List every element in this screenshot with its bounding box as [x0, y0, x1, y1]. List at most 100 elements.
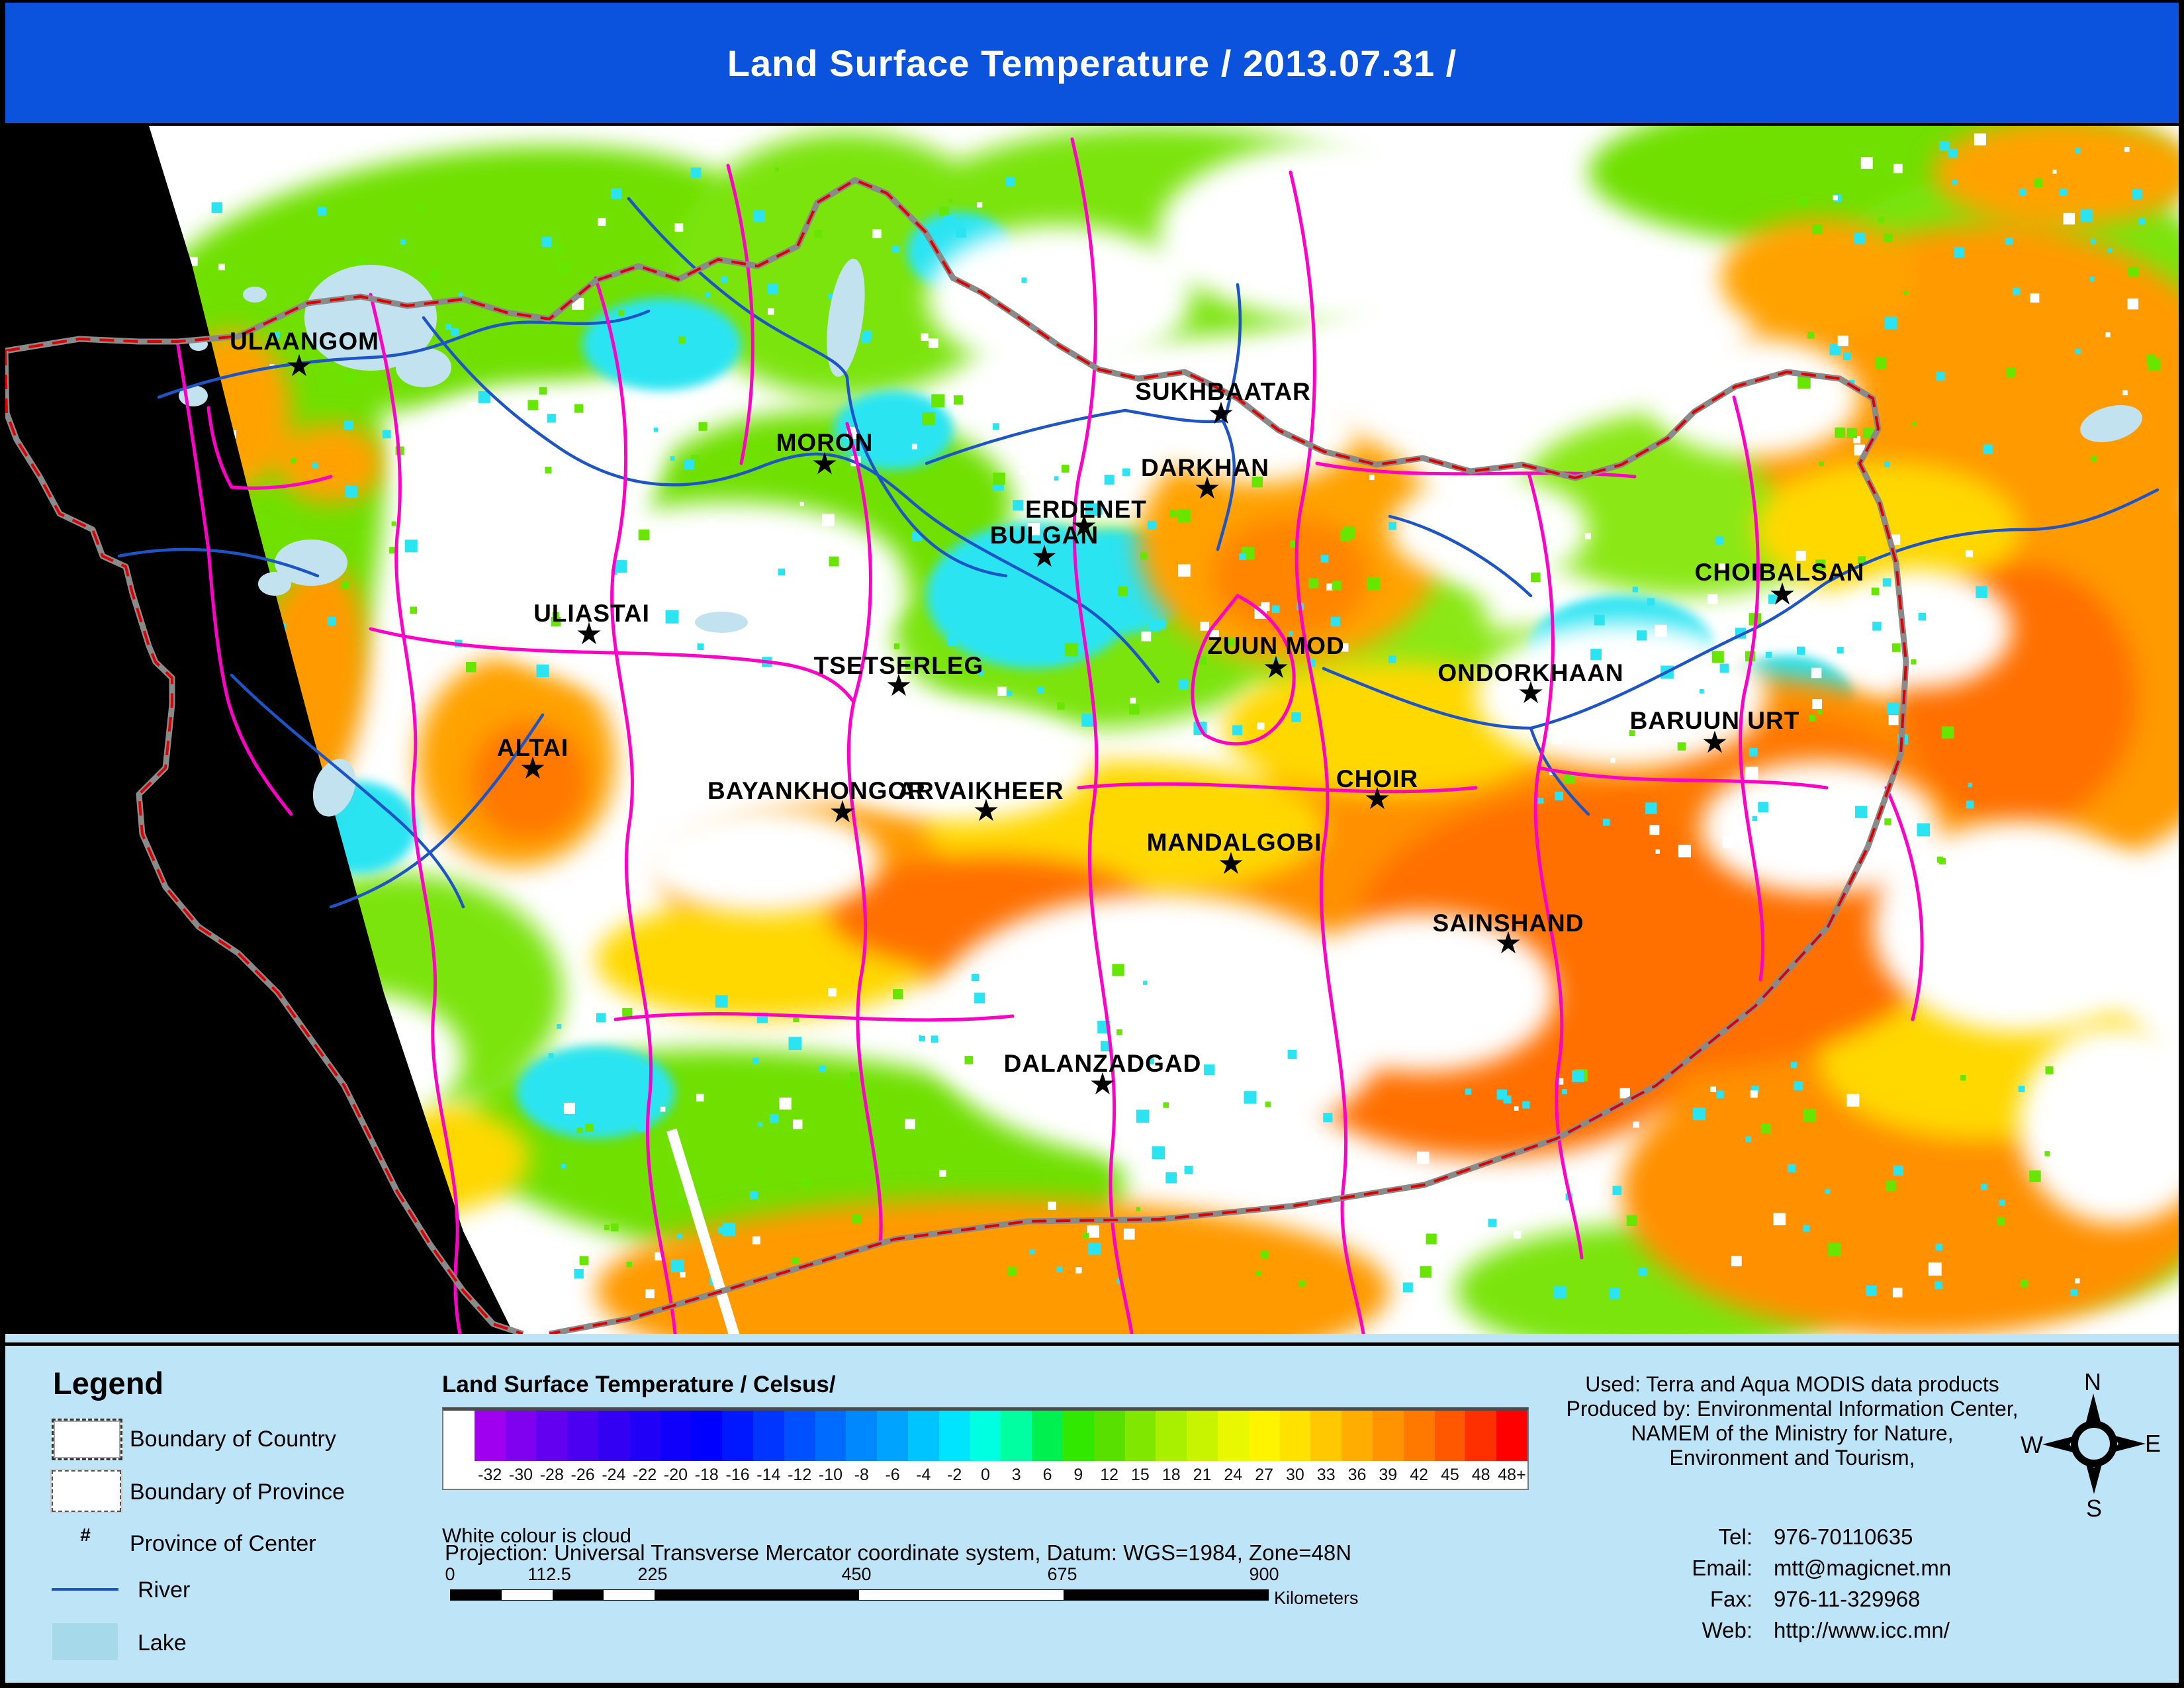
colorbar-tick: 6	[1042, 1466, 1052, 1484]
raster-speckle	[1503, 1095, 1512, 1103]
raster-speckle	[1853, 436, 1861, 444]
scale-tick: 0	[445, 1564, 455, 1584]
raster-speckle	[655, 1252, 663, 1261]
raster-speckle	[1465, 1088, 1472, 1095]
raster-speckle	[750, 1191, 758, 1199]
raster-speckle	[576, 1127, 583, 1133]
raster-speckle	[956, 227, 966, 238]
raster-speckle	[747, 568, 756, 577]
raster-speckle	[1298, 1280, 1306, 1288]
raster-speckle	[1903, 291, 1908, 295]
legend-heading: Legend	[53, 1366, 164, 1401]
raster-speckle	[770, 1113, 779, 1123]
raster-speckle	[799, 502, 804, 506]
colorbar-tick: 45	[1440, 1466, 1459, 1484]
raster-speckle	[993, 472, 1005, 485]
raster-speckle	[1884, 233, 1893, 242]
colorbar-cell	[784, 1411, 815, 1461]
raster-speckle	[1426, 1233, 1437, 1244]
raster-speckle	[979, 606, 989, 616]
contact-label: Email:	[1692, 1556, 1752, 1580]
raster-speckle	[482, 549, 489, 556]
raster-speckle	[715, 995, 728, 1008]
colorbar-cell	[1403, 1411, 1435, 1461]
colorbar-tick: 12	[1100, 1466, 1119, 1484]
raster-speckle	[2044, 1151, 2050, 1156]
colorbar-tick: 18	[1161, 1466, 1181, 1484]
raster-speckle	[1825, 1189, 1830, 1194]
raster-speckle	[2005, 237, 2013, 246]
raster-speckle	[1860, 156, 1873, 169]
raster-speckle	[1886, 1180, 1896, 1192]
raster-speckle	[1289, 631, 1293, 636]
raster-speckle	[596, 1013, 606, 1023]
lake-swatch	[52, 1623, 118, 1660]
raster-speckle	[1553, 1286, 1567, 1299]
raster-speckle	[2075, 348, 2081, 354]
raster-speckle	[2127, 298, 2139, 310]
raster-speckle	[1081, 714, 1095, 727]
city-label: SAINSHAND	[1433, 910, 1584, 937]
raster-speckle	[1141, 632, 1152, 641]
raster-speckle	[1291, 712, 1301, 722]
raster-speckle	[1307, 659, 1316, 667]
raster-speckle	[1260, 1250, 1269, 1259]
legend-panel: Legend Boundary of Country Boundary of P…	[5, 1334, 2179, 1683]
colorbar-cell	[877, 1411, 908, 1461]
city-label: ERDENET	[1025, 496, 1147, 523]
raster-speckle	[1803, 1225, 1810, 1232]
raster-speckle	[2105, 332, 2111, 338]
city-label: DALANZADGAD	[1004, 1050, 1202, 1077]
raster-speckle	[1388, 655, 1396, 663]
raster-speckle	[1833, 195, 1839, 201]
city-star-marker: ★	[811, 445, 838, 481]
city-star-marker: ★	[829, 794, 856, 829]
raster-speckle	[698, 422, 707, 431]
colorbar-tick: -16	[725, 1466, 750, 1484]
raster-speckle	[604, 1225, 610, 1231]
raster-speckle	[582, 993, 591, 1002]
raster-speckle	[729, 343, 735, 350]
raster-speckle	[1209, 630, 1219, 640]
raster-speckle	[1367, 577, 1380, 590]
raster-speckle	[1123, 1228, 1135, 1240]
colorbar-cell	[1032, 1411, 1063, 1461]
raster-speckle	[1878, 216, 1885, 223]
raster-speckle	[974, 992, 985, 1004]
cloud-note: White colour is cloud	[442, 1524, 632, 1547]
raster-speckle	[1811, 667, 1822, 679]
city-star-marker: ★	[519, 750, 546, 786]
colorbar-tick: 42	[1410, 1466, 1428, 1484]
raster-speckle	[1797, 646, 1805, 655]
raster-speckle	[2019, 188, 2026, 196]
raster-speckle	[1875, 357, 1887, 369]
province-boundaries	[175, 137, 1924, 1336]
raster-speckle	[1692, 1107, 1706, 1121]
colorbar-cell	[907, 1411, 939, 1461]
raster-speckle	[756, 1166, 762, 1172]
raster-speckle	[2091, 455, 2097, 462]
raster-speckle	[1552, 734, 1562, 744]
raster-speckle	[665, 610, 679, 624]
raster-speckle	[846, 1080, 854, 1088]
raster-speckle	[291, 457, 296, 464]
colorbar-tick: -8	[854, 1466, 869, 1484]
colorbar-tick: 27	[1255, 1466, 1274, 1484]
raster-speckle	[1707, 594, 1718, 604]
contact-value: mtt@magicnet.mn	[1774, 1556, 1952, 1580]
raster-speckle	[670, 1259, 684, 1272]
raster-speckle	[2128, 266, 2139, 277]
colorbar-cell	[970, 1411, 1001, 1461]
raster-speckle	[1007, 1267, 1017, 1276]
raster-speckle	[1633, 1121, 1639, 1128]
raster-speckle	[1745, 767, 1758, 780]
raster-speckle	[1087, 1225, 1099, 1238]
city-star-marker: ★	[1517, 675, 1544, 710]
raster-speckle	[1936, 372, 1945, 381]
raster-speckle	[1320, 555, 1329, 563]
raster-speckle	[317, 207, 327, 216]
raster-speckle	[1809, 715, 1816, 722]
raster-speckle	[676, 1233, 682, 1239]
colorbar-tick: -4	[916, 1466, 931, 1484]
